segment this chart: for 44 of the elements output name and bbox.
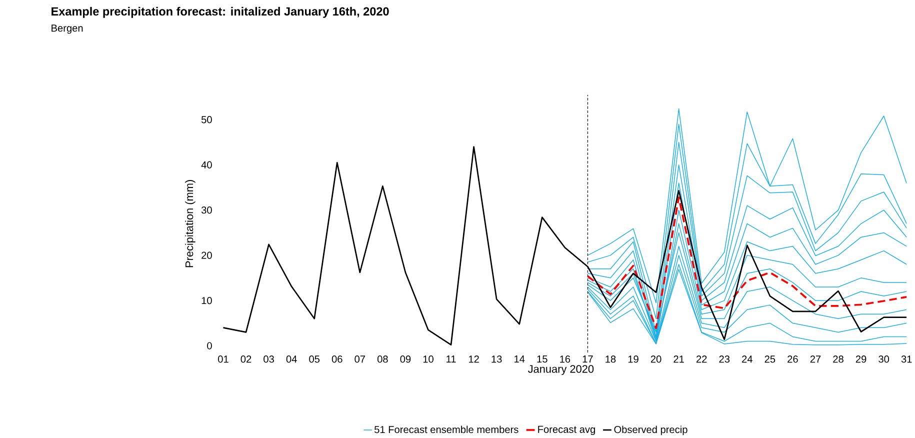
x-tick-label: 08 [377, 356, 388, 363]
x-axis-title: January 2020 [528, 365, 594, 376]
x-tick-label: 10 [423, 356, 434, 363]
x-tick-label: 18 [606, 356, 616, 363]
x-tick-label: 27 [810, 356, 821, 363]
legend-label: Observed precip [614, 426, 688, 436]
legend-label: 51 Forecast ensemble members [374, 426, 518, 434]
x-tick-label: 12 [468, 356, 479, 363]
x-tick-label: 28 [833, 356, 844, 363]
x-tick-label: 16 [560, 356, 570, 363]
y-tick-label: 40 [201, 161, 212, 169]
x-tick-label: 30 [878, 356, 890, 363]
x-tick-label: 26 [788, 356, 798, 363]
x-tick-label: 23 [719, 356, 730, 363]
x-tick-label: 07 [354, 356, 366, 363]
y-tick-label: 20 [202, 252, 212, 260]
x-tick-label: 01 [218, 356, 228, 363]
y-tick-label: 10 [202, 297, 212, 304]
x-tick-label: 25 [764, 356, 776, 363]
x-tick-label: 15 [537, 356, 548, 363]
x-tick-label: 04 [286, 356, 297, 363]
y-tick-label: 30 [201, 206, 212, 214]
legend-label: Forecast avg [538, 426, 595, 436]
x-tick-label: 03 [264, 356, 274, 363]
x-tick-label: 05 [309, 356, 320, 363]
x-tick-label: 13 [492, 356, 502, 363]
chart-title: Example precipitation forecast: initalized January 16th, 2020 [52, 7, 389, 18]
x-tick-label: 24 [742, 356, 752, 363]
x-tick-label: 29 [856, 356, 866, 363]
x-tick-label: 09 [400, 356, 411, 363]
x-tick-label: 21 [674, 356, 684, 363]
x-tick-label: 02 [240, 356, 252, 363]
x-tick-label: 06 [332, 356, 342, 363]
x-tick-label: 11 [446, 356, 456, 363]
y-tick-label: 50 [201, 116, 212, 124]
y-tick-label: 0 [207, 342, 212, 350]
x-tick-label: 19 [628, 356, 638, 363]
text: Bergen [52, 24, 83, 34]
y-axis-title: Precipitation (mm) [185, 180, 196, 268]
x-tick-label: 17 [582, 356, 593, 363]
x-tick-label: 20 [650, 356, 662, 363]
x-tick-label: 14 [514, 356, 525, 363]
x-tick-label: 22 [696, 356, 707, 363]
x-tick-label: 31 [901, 356, 912, 363]
